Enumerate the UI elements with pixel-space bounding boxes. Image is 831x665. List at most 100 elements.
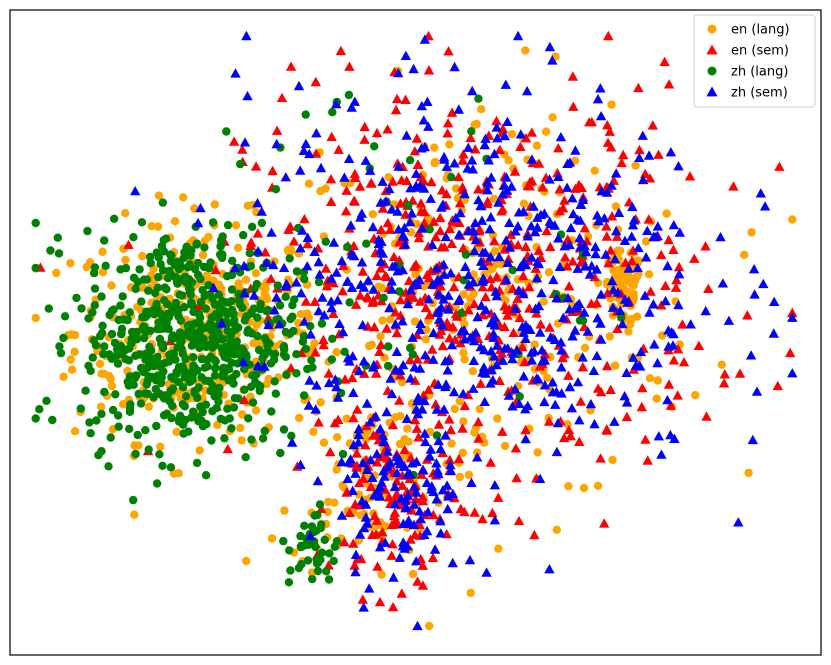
data-point <box>547 377 558 387</box>
data-point <box>485 212 497 222</box>
data-point <box>562 261 573 271</box>
data-point <box>520 333 531 343</box>
data-point <box>184 427 193 436</box>
data-point <box>589 271 600 282</box>
data-point <box>211 357 220 366</box>
data-point <box>198 285 207 295</box>
data-point <box>635 346 647 357</box>
data-point <box>256 382 265 391</box>
data-point <box>539 208 550 218</box>
data-point <box>367 472 378 482</box>
data-point <box>313 256 324 267</box>
data-point <box>344 507 355 517</box>
data-point <box>480 305 492 315</box>
data-point <box>466 155 478 165</box>
data-point <box>396 588 407 598</box>
data-point <box>415 318 426 328</box>
data-point <box>129 495 138 505</box>
data-point <box>521 46 530 55</box>
data-point <box>512 240 524 250</box>
data-point <box>545 241 556 252</box>
data-point <box>180 402 189 411</box>
data-point <box>751 386 763 396</box>
data-point <box>218 250 227 259</box>
data-point <box>460 261 471 271</box>
data-point <box>484 224 495 234</box>
data-point <box>521 86 533 96</box>
data-point <box>176 338 186 347</box>
data-point <box>536 288 547 298</box>
data-point <box>379 484 391 494</box>
data-point <box>312 475 324 486</box>
data-point <box>231 221 241 230</box>
data-point <box>509 166 521 176</box>
data-point <box>86 429 95 438</box>
data-point <box>104 462 113 471</box>
data-point <box>308 363 317 372</box>
data-point <box>406 228 416 237</box>
data-point <box>420 350 431 360</box>
data-point <box>480 291 491 302</box>
data-point <box>482 177 493 187</box>
data-point <box>461 250 471 259</box>
data-point <box>286 437 298 447</box>
data-point <box>353 423 364 434</box>
data-point <box>370 142 379 151</box>
data-point <box>486 364 497 375</box>
data-point <box>520 433 531 444</box>
data-point <box>242 90 253 101</box>
data-point <box>344 356 355 366</box>
data-point <box>284 578 294 587</box>
data-point <box>628 215 640 225</box>
data-point <box>411 133 423 143</box>
data-point <box>371 515 383 525</box>
data-point <box>153 222 163 231</box>
data-point <box>302 232 313 242</box>
data-point <box>314 269 325 279</box>
data-point <box>590 241 601 252</box>
data-point <box>342 473 353 483</box>
data-point <box>509 384 521 394</box>
data-point <box>414 324 426 335</box>
data-point <box>633 242 644 253</box>
data-point <box>524 282 535 292</box>
data-point <box>339 536 350 547</box>
data-point <box>435 325 447 335</box>
data-point <box>408 481 420 491</box>
data-point <box>286 314 295 324</box>
data-point <box>447 439 456 448</box>
data-point <box>104 371 114 381</box>
data-point <box>442 128 453 138</box>
data-point <box>203 362 212 371</box>
data-point <box>529 227 541 237</box>
data-point <box>355 290 366 300</box>
data-point <box>319 310 330 320</box>
data-point <box>416 100 427 111</box>
data-point <box>592 94 604 104</box>
data-point <box>472 452 483 462</box>
data-point <box>386 284 397 294</box>
data-point <box>672 344 684 354</box>
data-point <box>337 286 348 296</box>
data-point <box>488 351 500 361</box>
data-point <box>368 210 377 219</box>
data-point <box>759 201 771 211</box>
data-point <box>640 252 652 262</box>
data-point <box>400 50 412 60</box>
data-point <box>196 402 205 411</box>
data-point <box>253 313 262 322</box>
data-point <box>334 318 345 328</box>
data-point <box>156 442 165 451</box>
data-point <box>193 393 202 403</box>
data-point <box>476 300 487 310</box>
data-point <box>116 301 125 310</box>
data-point <box>195 310 204 319</box>
data-point <box>449 158 460 168</box>
data-point <box>480 133 491 143</box>
data-point <box>468 383 479 393</box>
data-point <box>251 370 261 379</box>
data-point <box>168 331 178 340</box>
data-point <box>652 357 663 368</box>
data-point <box>649 231 661 242</box>
data-point <box>211 364 220 373</box>
